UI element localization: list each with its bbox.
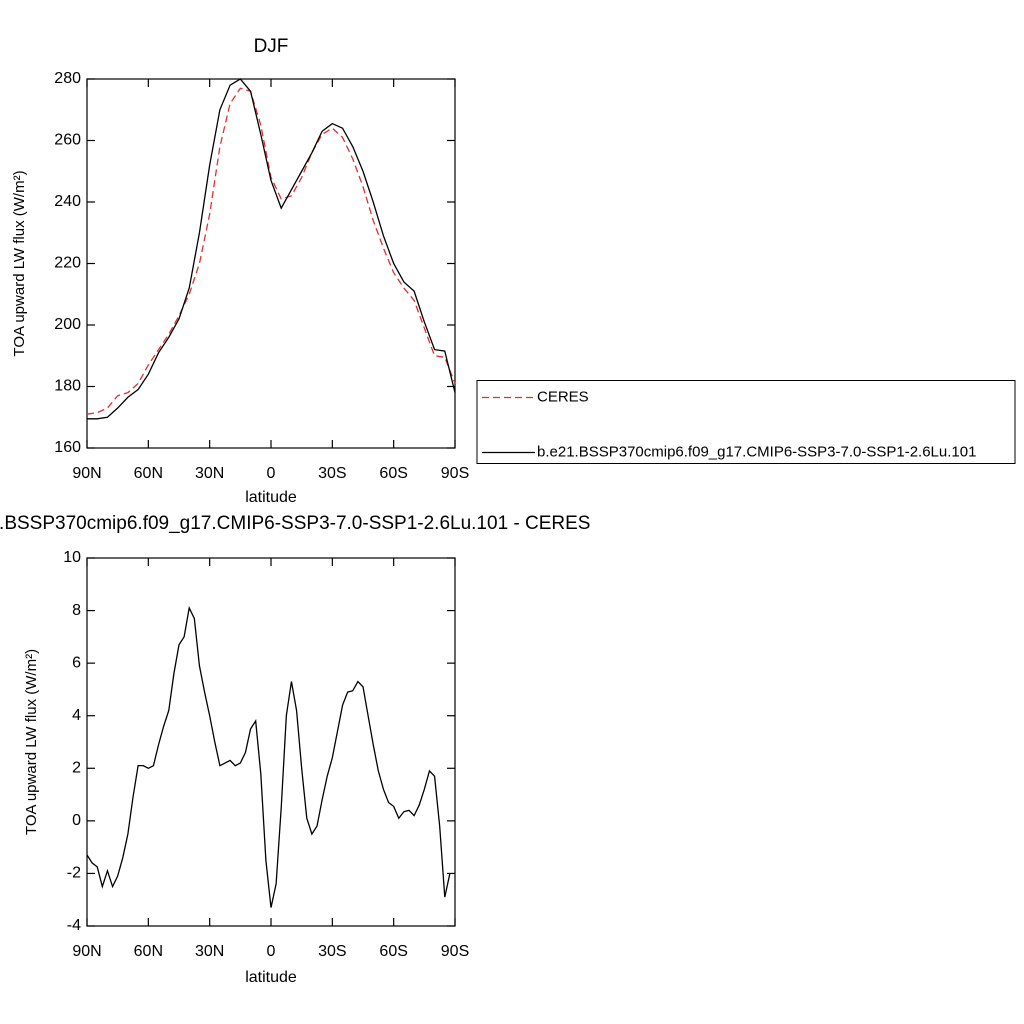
- x-axis-label: latitude: [245, 969, 297, 986]
- chart-title: DJF: [254, 36, 289, 57]
- y-tick-label: 160: [54, 439, 81, 456]
- y-tick-label: 240: [54, 193, 81, 210]
- y-tick-label: 200: [54, 316, 81, 333]
- x-tick-label: 30N: [195, 943, 224, 960]
- y-tick-label: 0: [72, 812, 81, 829]
- x-tick-label: 30S: [318, 465, 346, 482]
- data-line: [87, 78, 456, 420]
- x-tick-label: 0: [267, 465, 276, 482]
- legend: CERES b.e21.BSSP370cmip6.f09_g17.CMIP6-SS…: [476, 380, 1016, 464]
- y-tick-label: 8: [72, 602, 81, 619]
- plot-frame: [86, 557, 456, 927]
- x-tick-label: 90S: [441, 943, 469, 960]
- x-tick-label: 90N: [72, 465, 101, 482]
- x-tick-label: 30N: [195, 465, 224, 482]
- y-tick-label: 260: [54, 132, 81, 149]
- y-tick-label: -2: [67, 865, 81, 882]
- x-tick-label: 0: [267, 943, 276, 960]
- y-tick-label: 220: [54, 255, 81, 272]
- legend-label: b.e21.BSSP370cmip6.f09_g17.CMIP6-SSP3-7.…: [537, 443, 976, 460]
- y-tick-label: 4: [72, 707, 81, 724]
- plot-frame: [86, 78, 456, 449]
- x-tick-label: 60N: [134, 465, 163, 482]
- y-tick-label: 180: [54, 378, 81, 395]
- legend-label: CERES: [537, 388, 589, 405]
- x-tick-label: 90S: [441, 465, 469, 482]
- x-tick-label: 60S: [379, 465, 407, 482]
- data-line: [86, 605, 451, 908]
- y-tick-label: 6: [72, 654, 81, 671]
- x-tick-label: 30S: [318, 943, 346, 960]
- legend-box: [476, 380, 1016, 464]
- y-tick-label: 10: [63, 549, 81, 566]
- x-tick-label: 90N: [72, 943, 101, 960]
- x-tick-label: 60S: [379, 943, 407, 960]
- chart-title: b.e21.BSSP370cmip6.f09_g17.CMIP6-SSP3-7.…: [0, 513, 590, 534]
- x-tick-label: 60N: [134, 943, 163, 960]
- x-axis-label: latitude: [245, 489, 297, 506]
- y-axis-label: TOA upward LW flux (W/m²): [11, 170, 28, 356]
- y-tick-label: 2: [72, 760, 81, 777]
- y-axis-label: TOA upward LW flux (W/m²): [23, 649, 40, 835]
- y-tick-label: -4: [67, 917, 81, 934]
- data-line: [86, 87, 456, 415]
- y-tick-label: 280: [54, 70, 81, 87]
